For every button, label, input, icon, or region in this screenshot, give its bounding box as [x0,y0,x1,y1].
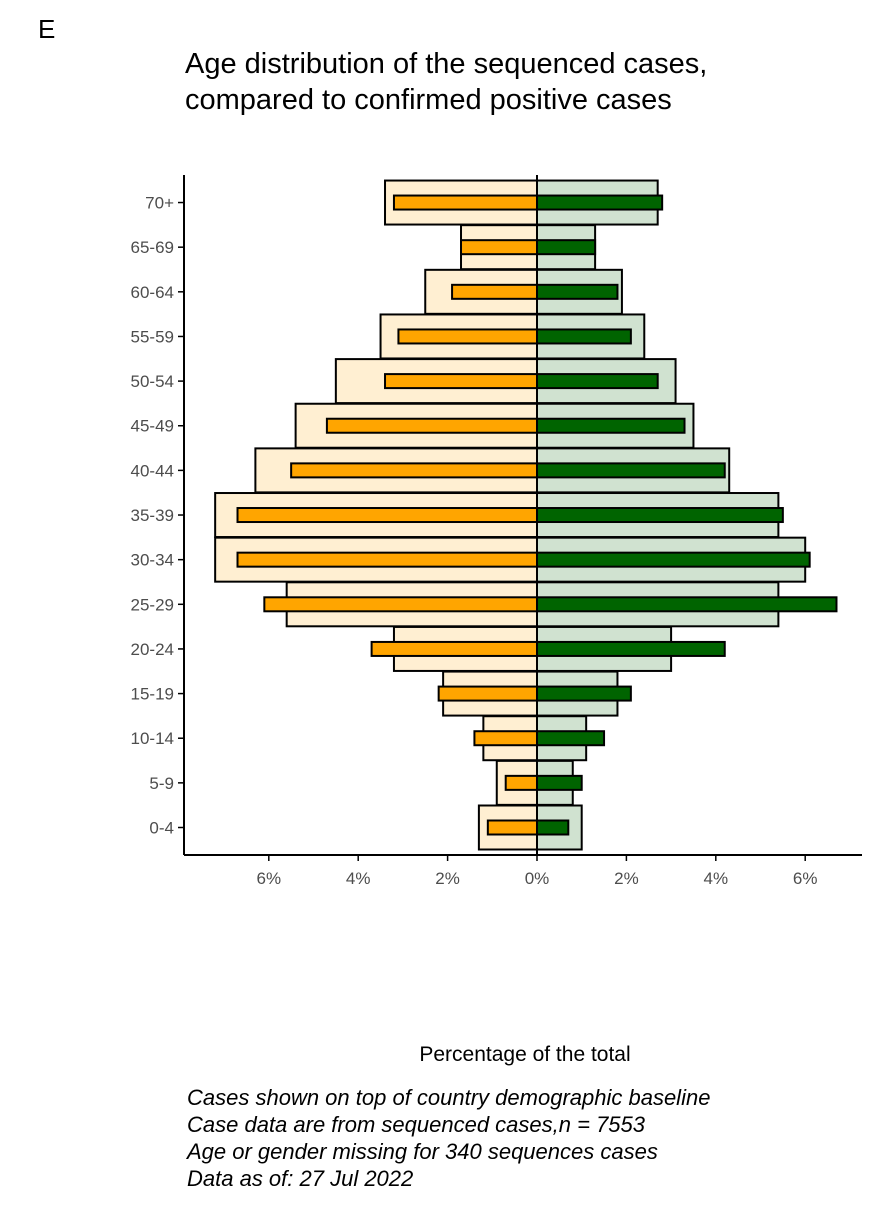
bar-left-cases-45-49 [325,417,538,434]
x-axis-label: Percentage of the total [419,1043,631,1066]
pyramid-chart: 0-4 5-9 10-14 15-19 20-24 25-29 30-34 35-39 40-4… [131,175,862,888]
bar-right-cases-10-14 [536,730,606,747]
bar-left-cases-25-29 [263,596,538,613]
caption-line-1: Cases shown on top of country demographi… [187,1085,711,1110]
bar-left-cases-50-54 [384,373,538,390]
x-tick-label-6: 6% [793,869,818,888]
bar-right-cases-20-24 [536,640,726,657]
bar-left-cases-40-44 [290,462,538,479]
bar-right-cases-35-39 [536,507,784,524]
y-tick-label-50-54: 50-54 [131,372,174,391]
bar-right-cases-70+ [536,194,664,211]
y-tick-label-35-39: 35-39 [131,506,174,525]
caption: Cases shown on top of country demographi… [187,1084,710,1192]
caption-line-4: Data as of: 27 Jul 2022 [187,1166,414,1191]
bar-left-cases-70+ [392,194,538,211]
x-tick-label-1: 4% [346,869,371,888]
y-tick-label-20-24: 20-24 [131,640,174,659]
y-tick-label-45-49: 45-49 [131,417,174,436]
bar-right-cases-30-34 [536,551,811,568]
chart-title-line-1: Age distribution of the sequenced cases, [185,48,708,80]
bar-left-cases-15-19 [437,685,538,702]
y-tick-label-30-34: 30-34 [131,551,174,570]
chart-title-line-2: compared to confirmed positive cases [185,84,672,116]
bar-left-cases-60-64 [451,283,539,300]
bar-left-cases-0-4 [486,819,538,836]
bar-right-cases-40-44 [536,462,726,479]
chart-title: Age distribution of the sequenced cases,… [185,46,707,118]
bar-right-cases-0-4 [536,819,570,836]
bar-left-cases-30-34 [236,551,538,568]
x-tick-label-4: 2% [614,869,639,888]
bar-left-cases-55-59 [397,328,538,345]
y-tick-label-0-4: 0-4 [149,819,174,838]
bar-right-cases-5-9 [536,774,583,791]
y-tick-label-10-14: 10-14 [131,729,174,748]
y-tick-label-60-64: 60-64 [131,283,174,302]
bar-right-cases-45-49 [536,417,686,434]
y-tick-label-15-19: 15-19 [131,685,174,704]
bar-right-cases-55-59 [536,328,632,345]
bar-right-cases-15-19 [536,685,632,702]
y-tick-label-5-9: 5-9 [149,774,174,793]
bar-left-cases-5-9 [504,774,538,791]
bar-right-cases-25-29 [536,596,838,613]
bar-left-cases-35-39 [236,507,538,524]
y-tick-label-25-29: 25-29 [131,595,174,614]
bar-right-cases-65-69 [536,239,597,256]
x-tick-label-2: 2% [435,869,460,888]
y-tick-label-55-59: 55-59 [131,327,174,346]
y-tick-label-65-69: 65-69 [131,238,174,257]
bar-left-cases-10-14 [473,730,539,747]
y-tick-label-40-44: 40-44 [131,461,174,480]
caption-line-2: Case data are from sequenced cases,n = 7… [187,1112,646,1137]
bar-right-cases-60-64 [536,283,619,300]
x-tick-label-0: 6% [257,869,282,888]
y-tick-label-70+: 70+ [145,194,174,213]
panel-letter: E [38,14,56,44]
bar-left-cases-65-69 [460,239,539,256]
bar-left-cases-20-24 [370,640,538,657]
caption-line-3: Age or gender missing for 340 sequences … [187,1139,658,1164]
x-tick-label-3: 0% [525,869,550,888]
x-tick-label-5: 4% [704,869,729,888]
bar-right-cases-50-54 [536,373,659,390]
